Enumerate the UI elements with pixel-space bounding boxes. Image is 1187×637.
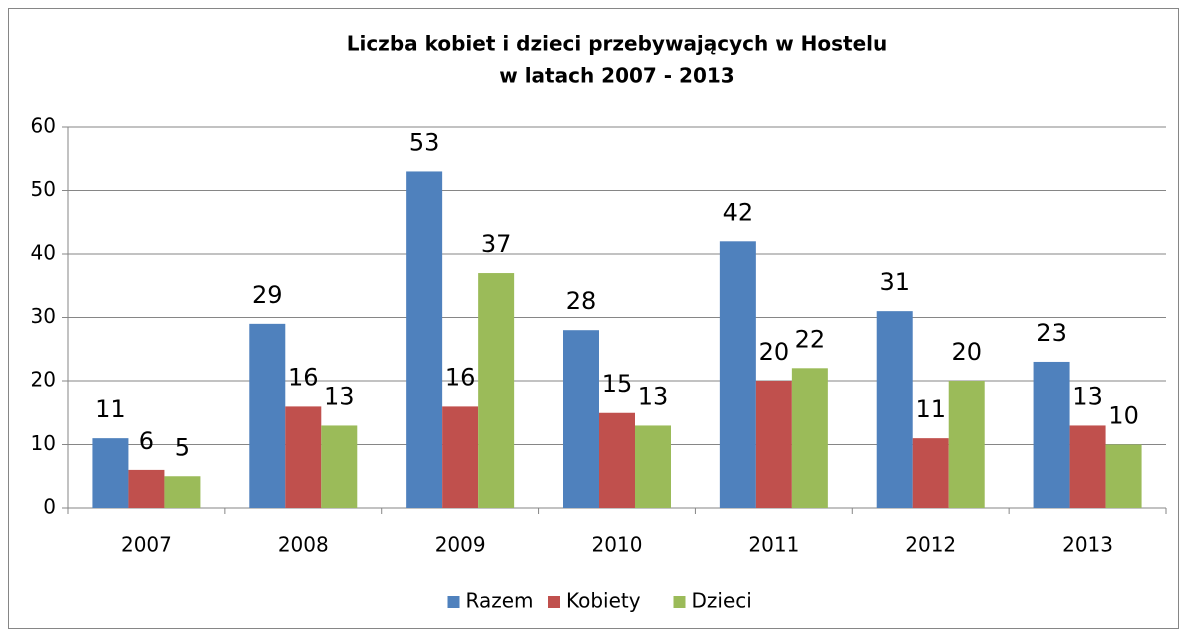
value-label: 20: [951, 338, 982, 366]
value-label: 13: [324, 382, 355, 410]
x-tick-label: 2009: [435, 533, 486, 557]
bar: [948, 381, 985, 508]
value-label: 22: [795, 325, 826, 353]
value-label: 20: [759, 338, 790, 366]
bar: [92, 438, 129, 508]
legend-swatch: [548, 596, 560, 608]
value-label: 31: [879, 268, 910, 296]
value-label: 16: [445, 363, 476, 391]
value-label: 6: [139, 427, 154, 455]
bar: [755, 381, 792, 508]
y-tick-label: 20: [31, 368, 56, 392]
value-label: 15: [602, 370, 633, 398]
y-tick-label: 30: [31, 304, 56, 328]
chart-title: w latach 2007 - 2013: [499, 64, 734, 88]
value-label: 11: [915, 395, 946, 423]
chart-title: Liczba kobiet i dzieci przebywających w …: [347, 32, 888, 56]
bar: [635, 425, 671, 508]
bar: [478, 273, 515, 508]
value-label: 29: [252, 281, 283, 309]
bar: [1069, 425, 1106, 508]
y-tick-label: 50: [31, 177, 56, 201]
bar: [249, 323, 286, 508]
bar: [1033, 361, 1070, 508]
bar: [285, 406, 322, 508]
legend-label: Dzieci: [692, 589, 752, 613]
y-tick-label: 60: [31, 114, 56, 138]
bar: [128, 469, 165, 508]
x-tick-label: 2008: [278, 533, 329, 557]
x-tick-label: 2011: [748, 533, 799, 557]
bar: [442, 406, 479, 508]
bar: [1105, 444, 1142, 508]
bar: [791, 368, 828, 508]
bar: [876, 311, 913, 508]
value-label: 16: [288, 363, 319, 391]
value-label: 13: [638, 382, 669, 410]
bar: [406, 171, 443, 508]
value-label: 10: [1108, 402, 1139, 430]
bar: [321, 425, 358, 508]
bar: [563, 330, 599, 508]
value-label: 37: [481, 230, 512, 258]
chart-frame: [8, 8, 1179, 629]
legend-label: Razem: [466, 589, 534, 613]
bar: [599, 412, 635, 508]
x-tick-label: 2007: [121, 533, 172, 557]
x-tick-label: 2013: [1062, 533, 1113, 557]
bar: [719, 241, 756, 509]
x-tick-label: 2012: [905, 533, 956, 557]
y-tick-label: 10: [31, 431, 56, 455]
x-tick-label: 2010: [592, 533, 643, 557]
legend-label: Kobiety: [566, 589, 641, 613]
legend-swatch: [673, 596, 686, 608]
value-label: 13: [1072, 382, 1103, 410]
y-tick-label: 40: [31, 241, 56, 265]
value-label: 53: [409, 128, 440, 156]
value-label: 28: [566, 287, 597, 315]
y-tick-label: 0: [43, 495, 56, 519]
value-label: 23: [1036, 319, 1067, 347]
bar: [912, 438, 949, 508]
legend-swatch: [447, 596, 460, 608]
value-label: 11: [95, 395, 126, 423]
bar: [164, 476, 201, 508]
value-label: 42: [723, 198, 754, 226]
value-label: 5: [175, 433, 190, 461]
